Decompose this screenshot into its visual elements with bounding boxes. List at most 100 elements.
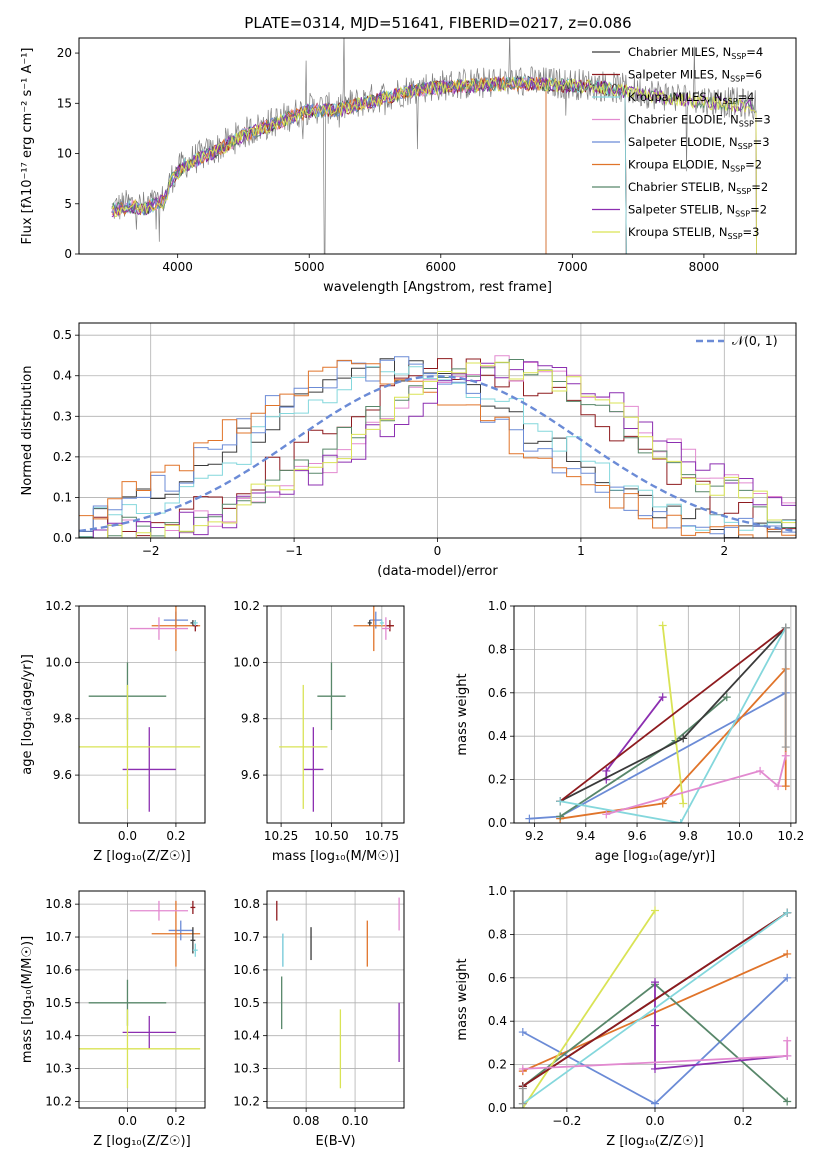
- plus-marker: [518, 1099, 527, 1108]
- legend-label-sub: SSP: [735, 210, 750, 219]
- y-tick-label: 0.2: [53, 450, 72, 464]
- legend-label: 𝒩(0, 1): [732, 333, 778, 348]
- axes-frame: [513, 605, 797, 824]
- y-tick-label: 0.0: [488, 1101, 507, 1115]
- normal-reference-curve: [79, 374, 796, 533]
- y-tick-label: 15: [57, 96, 72, 110]
- x-axis-label: (data-model)/error: [377, 564, 498, 579]
- y-axis-label: mass weight: [455, 958, 470, 1040]
- x-axis-label: E(B-V): [315, 1134, 355, 1149]
- legend-label: Salpeter ELODIE, NSSP=3: [628, 135, 770, 151]
- x-tick-label: −1: [285, 544, 303, 558]
- x-tick-label: 0.10: [342, 1114, 369, 1128]
- plus-marker: [658, 693, 667, 702]
- figure-title: PLATE=0314, MJD=51641, FIBERID=0217, z=0…: [244, 14, 631, 32]
- panel-mass-vs-metallicity: 0.0 0.2 10.2 10.3 10.4 10.5 10.6 10.7 10.8 Z [log…: [20, 890, 206, 1149]
- y-tick-label: 10.8: [233, 897, 260, 911]
- y-tick-label: 0.2: [488, 1058, 507, 1072]
- x-tick-label: 0.0: [118, 1114, 137, 1128]
- error-bar-point: [151, 900, 201, 967]
- y-tick-label: 10.6: [233, 963, 260, 977]
- y-tick-label: 10.7: [233, 930, 260, 944]
- legend-label-tail: =2: [751, 180, 768, 194]
- weight-series-line: [522, 911, 788, 1088]
- panel-residual-histogram: −2 −1 0 1 2 0.0 0.1 0.2 0.3 0.4 0.5 (data-model)/er…: [20, 322, 797, 579]
- error-bar-point: [381, 617, 390, 640]
- weight-series-line: [559, 627, 787, 823]
- plus-marker: [518, 1084, 527, 1093]
- plus-marker: [783, 973, 792, 982]
- legend-label-main: Chabrier STELIB, N: [628, 180, 736, 194]
- x-tick-label: 4000: [162, 260, 193, 274]
- x-tick-label: 6000: [426, 260, 457, 274]
- plus-marker: [658, 621, 667, 630]
- plus-marker: [602, 766, 611, 775]
- plus-marker: [781, 751, 790, 760]
- y-tick-label: 0.5: [53, 328, 72, 342]
- error-bar-point: [79, 1009, 201, 1089]
- x-tick-label: 10.25: [264, 829, 298, 843]
- y-tick-label: 0.1: [53, 490, 72, 504]
- y-tick-label: 20: [57, 46, 72, 60]
- error-bar-point: [79, 684, 201, 809]
- y-tick-label: 10.0: [233, 655, 260, 669]
- legend-label-tail: =2: [750, 203, 767, 217]
- y-tick-label: 0: [64, 247, 72, 261]
- x-tick-label: 0.0: [118, 829, 137, 843]
- weight-series-line: [522, 909, 656, 1108]
- plus-marker: [781, 623, 790, 632]
- legend-label-main: Salpeter MILES, N: [628, 68, 730, 82]
- x-tick-label: 0.2: [166, 829, 185, 843]
- plus-marker: [783, 949, 792, 958]
- legend-label-tail: =6: [745, 68, 762, 82]
- weight-series-line: [522, 911, 788, 1105]
- y-tick-label: 10.0: [45, 655, 72, 669]
- plot-area: [276, 897, 400, 1089]
- axes-frame: [78, 37, 797, 255]
- x-axis-label: wavelength [Angstrom, rest frame]: [323, 280, 552, 295]
- weight-series-line: [606, 755, 787, 816]
- error-bar-point: [122, 727, 176, 812]
- panel-mass-vs-extinction: 0.08 0.10 10.2 10.3 10.4 10.5 10.6 10.7 10.8 E(B-…: [233, 890, 405, 1149]
- error-bar-point: [168, 920, 193, 941]
- legend-label-main: Chabrier MILES, N: [628, 45, 731, 59]
- plot-area: [279, 606, 394, 812]
- legend-label-sub: SSP: [736, 187, 751, 196]
- y-tick-label: 0.0: [488, 816, 507, 830]
- legend-label-tail: =3: [754, 113, 771, 127]
- y-tick-label: 9.6: [53, 768, 72, 782]
- x-tick-label: 10.50: [314, 829, 348, 843]
- plus-marker: [783, 908, 792, 917]
- legend-label: Chabrier ELODIE, NSSP=3: [628, 113, 771, 129]
- error-bar-point: [151, 606, 201, 652]
- legend-label-tail: =3: [743, 225, 760, 239]
- y-tick-label: 0.8: [488, 642, 507, 656]
- axes-frame: [78, 890, 206, 1109]
- legend-label-tail: =2: [745, 158, 762, 172]
- x-tick-label: 10.2: [778, 829, 805, 843]
- y-tick-label: 1.0: [488, 884, 507, 898]
- panel-spectrum: 4000 5000 6000 7000 8000 0 5 10 15 20 wavelength […: [20, 37, 797, 295]
- x-axis-label: Z [log₁₀(Z/Z☉)]: [93, 1134, 190, 1149]
- histogram-series: [79, 355, 796, 538]
- error-bar-point: [129, 617, 189, 640]
- weight-series-line: [559, 696, 728, 818]
- x-tick-label: 0.08: [293, 1114, 320, 1128]
- y-tick-label: 10.2: [45, 1094, 72, 1108]
- error-bar-point: [122, 1015, 176, 1049]
- legend-label-main: Chabrier ELODIE, N: [628, 113, 739, 127]
- plus-marker: [722, 693, 731, 702]
- x-tick-label: 8000: [689, 260, 720, 274]
- spectrum-legend: Chabrier MILES, NSSP=4 Salpeter MILES, N S…: [592, 45, 771, 241]
- plot-area: [79, 900, 201, 1089]
- plus-marker: [518, 1064, 527, 1073]
- y-tick-label: 1.0: [488, 599, 507, 613]
- plot-area: [79, 606, 201, 812]
- y-tick-label: 10.2: [233, 599, 260, 613]
- x-tick-label: 10.0: [726, 829, 753, 843]
- x-tick-label: 0.0: [645, 1114, 664, 1128]
- panel-age-vs-mass: 10.25 10.50 10.75 9.6 9.8 10.0 10.2 mass [log₁₀…: [233, 599, 405, 864]
- y-tick-label: 10.5: [233, 996, 260, 1010]
- x-axis-label: Z [log₁₀(Z/Z☉)]: [606, 1134, 703, 1149]
- legend-label: Chabrier MILES, NSSP=4: [628, 45, 763, 61]
